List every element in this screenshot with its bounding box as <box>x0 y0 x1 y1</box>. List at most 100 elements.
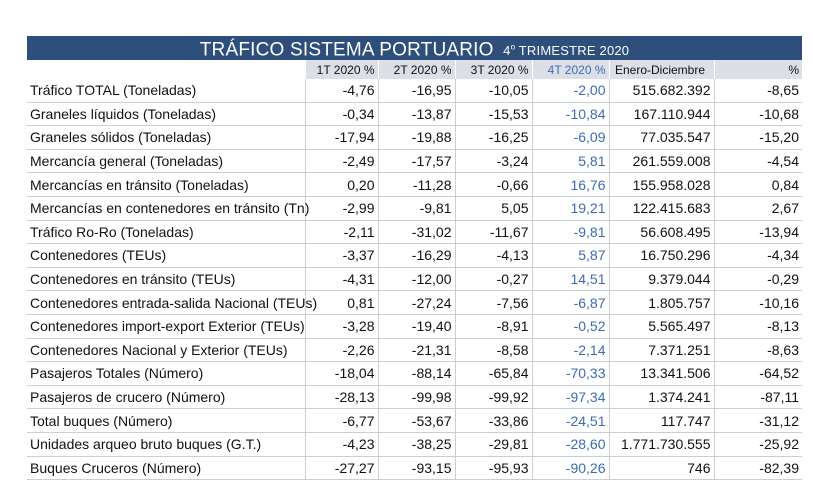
cell-1t: -2,99 <box>304 196 378 221</box>
table-row: Mercancía general (Toneladas) -2,49 -17,57… <box>27 149 802 174</box>
row-label: Tráfico Ro-Ro (Toneladas) <box>27 220 305 245</box>
cell-2t: -53,67 <box>377 408 455 433</box>
header-4t: 4T 2020 % <box>531 60 609 79</box>
cell-2t: -88,14 <box>377 361 455 386</box>
cell-1t: -4,23 <box>304 432 378 457</box>
cell-3t: -11,67 <box>454 220 532 245</box>
header-pct: % <box>713 60 802 79</box>
cell-2t: -21,31 <box>377 338 455 363</box>
cell-1t: -4,76 <box>304 79 378 103</box>
cell-enero-diciembre: 117.747 <box>608 408 714 433</box>
row-label: Graneles líquidos (Toneladas) <box>27 102 305 127</box>
cell-2t: -16,29 <box>377 243 455 268</box>
cell-1t: -2,11 <box>304 220 378 245</box>
traffic-report: TRÁFICO SISTEMA PORTUARIO 4o TRIMESTRE 2… <box>27 36 802 481</box>
row-label: Pasajeros Totales (Número) <box>27 361 305 386</box>
table-row: Unidades arqueo bruto buques (G.T.) -4,23… <box>27 432 802 457</box>
row-label: Contenedores (TEUs) <box>27 243 305 268</box>
cell-2t: -38,25 <box>377 432 455 457</box>
cell-1t: -17,94 <box>304 125 378 150</box>
cell-4t: -28,60 <box>531 432 609 457</box>
row-label: Contenedores import-export Exterior (TEU… <box>27 314 305 339</box>
cell-4t: -9,81 <box>531 220 609 245</box>
cell-2t: -9,81 <box>377 196 455 221</box>
cell-pct: -0,29 <box>713 267 802 292</box>
cell-enero-diciembre: 9.379.044 <box>608 267 714 292</box>
cell-4t: -2,00 <box>531 79 609 103</box>
cell-enero-diciembre: 77.035.547 <box>608 125 714 150</box>
table-row: Contenedores entrada-salida Nacional (TE… <box>27 290 802 315</box>
header-enero-diciembre: Enero-Diciembre <box>608 60 714 79</box>
cell-3t: -95,93 <box>454 456 532 481</box>
cell-pct: -10,68 <box>713 102 802 127</box>
cell-enero-diciembre: 16.750.296 <box>608 243 714 268</box>
cell-4t: -90,26 <box>531 456 609 481</box>
cell-1t: 0,81 <box>304 290 378 315</box>
cell-4t: -24,51 <box>531 408 609 433</box>
row-label: Tráfico TOTAL (Toneladas) <box>27 79 305 103</box>
table-row: Graneles sólidos (Toneladas) -17,94 -19,88… <box>27 125 802 150</box>
cell-2t: -31,02 <box>377 220 455 245</box>
cell-enero-diciembre: 1.771.730.555 <box>608 432 714 457</box>
row-label: Buques Cruceros (Número) <box>27 456 305 481</box>
cell-pct: -8,65 <box>713 79 802 103</box>
cell-pct: -13,94 <box>713 220 802 245</box>
cell-1t: -0,34 <box>304 102 378 127</box>
cell-3t: 5,05 <box>454 196 532 221</box>
cell-2t: -12,00 <box>377 267 455 292</box>
cell-4t: -0,52 <box>531 314 609 339</box>
header-1t: 1T 2020 % <box>304 60 378 79</box>
report-title: TRÁFICO SISTEMA PORTUARIO 4o TRIMESTRE 2… <box>27 36 802 60</box>
cell-pct: -82,39 <box>713 456 802 481</box>
cell-1t: -3,28 <box>304 314 378 339</box>
header-label <box>27 60 305 79</box>
cell-1t: -27,27 <box>304 456 378 481</box>
cell-2t: -17,57 <box>377 149 455 174</box>
cell-4t: -2,14 <box>531 338 609 363</box>
quarter-ordinal: o <box>510 43 516 52</box>
cell-4t: 14,51 <box>531 267 609 292</box>
row-label: Contenedores en tránsito (TEUs) <box>27 267 305 292</box>
cell-3t: -33,86 <box>454 408 532 433</box>
cell-4t: -6,09 <box>531 125 609 150</box>
cell-1t: -18,04 <box>304 361 378 386</box>
row-label: Graneles sólidos (Toneladas) <box>27 125 305 150</box>
row-label: Unidades arqueo bruto buques (G.T.) <box>27 432 305 457</box>
cell-enero-diciembre: 746 <box>608 456 714 481</box>
header-row: 1T 2020 % 2T 2020 % 3T 2020 % 4T 2020 % … <box>27 60 802 79</box>
cell-enero-diciembre: 122.415.683 <box>608 196 714 221</box>
header-2t: 2T 2020 % <box>377 60 455 79</box>
cell-pct: -87,11 <box>713 385 802 410</box>
cell-3t: -29,81 <box>454 432 532 457</box>
cell-4t: 5,87 <box>531 243 609 268</box>
cell-4t: -10,84 <box>531 102 609 127</box>
cell-pct: -4,34 <box>713 243 802 268</box>
table-row: Contenedores (TEUs) -3,37 -16,29 -4,13 5,87 1… <box>27 243 802 268</box>
table-row: Contenedores import-export Exterior (TEU… <box>27 314 802 339</box>
row-label: Total buques (Número) <box>27 408 305 433</box>
cell-3t: -15,53 <box>454 102 532 127</box>
cell-3t: -8,58 <box>454 338 532 363</box>
cell-pct: -31,12 <box>713 408 802 433</box>
cell-pct: -10,16 <box>713 290 802 315</box>
cell-3t: -8,91 <box>454 314 532 339</box>
cell-pct: -15,20 <box>713 125 802 150</box>
cell-4t: -6,87 <box>531 290 609 315</box>
cell-pct: 0,84 <box>713 172 802 197</box>
quarter-label: TRIMESTRE 2020 <box>515 43 630 59</box>
cell-1t: 0,20 <box>304 172 378 197</box>
cell-3t: -4,13 <box>454 243 532 268</box>
table-row: Total buques (Número) -6,77 -53,67 -33,86 -2… <box>27 408 802 433</box>
quarter-number: 4 <box>503 43 511 59</box>
cell-3t: -3,24 <box>454 149 532 174</box>
table-row: Tráfico TOTAL (Toneladas) -4,76 -16,95 -10,… <box>27 79 802 103</box>
report-title-period: 4o TRIMESTRE 2020 <box>503 43 629 58</box>
table-row: Mercancías en contenedores en tránsito (… <box>27 196 802 221</box>
cell-1t: -28,13 <box>304 385 378 410</box>
row-label: Mercancía general (Toneladas) <box>27 149 305 174</box>
cell-4t: 19,21 <box>531 196 609 221</box>
cell-2t: -93,15 <box>377 456 455 481</box>
cell-2t: -99,98 <box>377 385 455 410</box>
cell-enero-diciembre: 56.608.495 <box>608 220 714 245</box>
cell-4t: 5,81 <box>531 149 609 174</box>
